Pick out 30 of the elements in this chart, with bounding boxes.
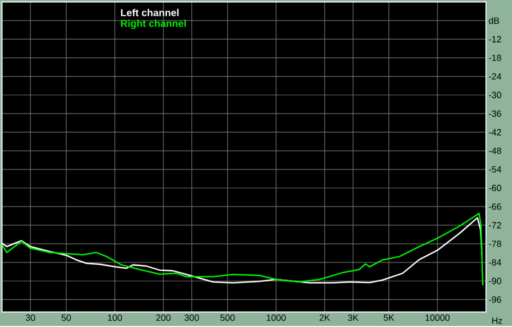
- x-tick-label: 2K: [320, 314, 330, 321]
- x-tick-label: 5K: [384, 314, 394, 321]
- y-tick-label: -78: [488, 240, 502, 247]
- x-tick-label: 1000: [266, 314, 286, 321]
- y-tick-label: -84: [488, 259, 502, 266]
- y-tick-label: -24: [488, 73, 502, 80]
- x-tick-label: 30: [26, 314, 36, 321]
- x-tick-label: 100: [108, 314, 122, 321]
- y-tick-label: -42: [488, 129, 502, 136]
- y-tick-label: -54: [488, 166, 502, 173]
- y-tick-label: -18: [488, 54, 502, 61]
- y-tick-label: -12: [488, 36, 502, 42]
- y-tick-label: -90: [488, 278, 502, 284]
- x-tick-label: 200: [156, 314, 170, 321]
- y-tick-label: -96: [488, 296, 502, 303]
- y-tick-label: -30: [488, 92, 502, 98]
- y-tick-label: dB: [488, 17, 500, 24]
- x-tick-label: 50: [62, 314, 71, 321]
- y-tick-label: -48: [488, 148, 502, 154]
- x-tick-label: 10000: [426, 314, 450, 321]
- y-tick-label: -66: [488, 203, 502, 210]
- text: Right channel: [121, 20, 186, 29]
- text: Left channel: [121, 8, 179, 16]
- y-tick-label: -36: [488, 110, 502, 117]
- x-tick-label: 300: [184, 314, 199, 321]
- x-axis-title: Hz: [492, 318, 502, 324]
- x-tick-label: 500: [220, 314, 235, 321]
- y-tick-label: -72: [488, 222, 502, 228]
- y-tick-label: -60: [488, 184, 502, 192]
- x-tick-label: 3K: [348, 314, 358, 321]
